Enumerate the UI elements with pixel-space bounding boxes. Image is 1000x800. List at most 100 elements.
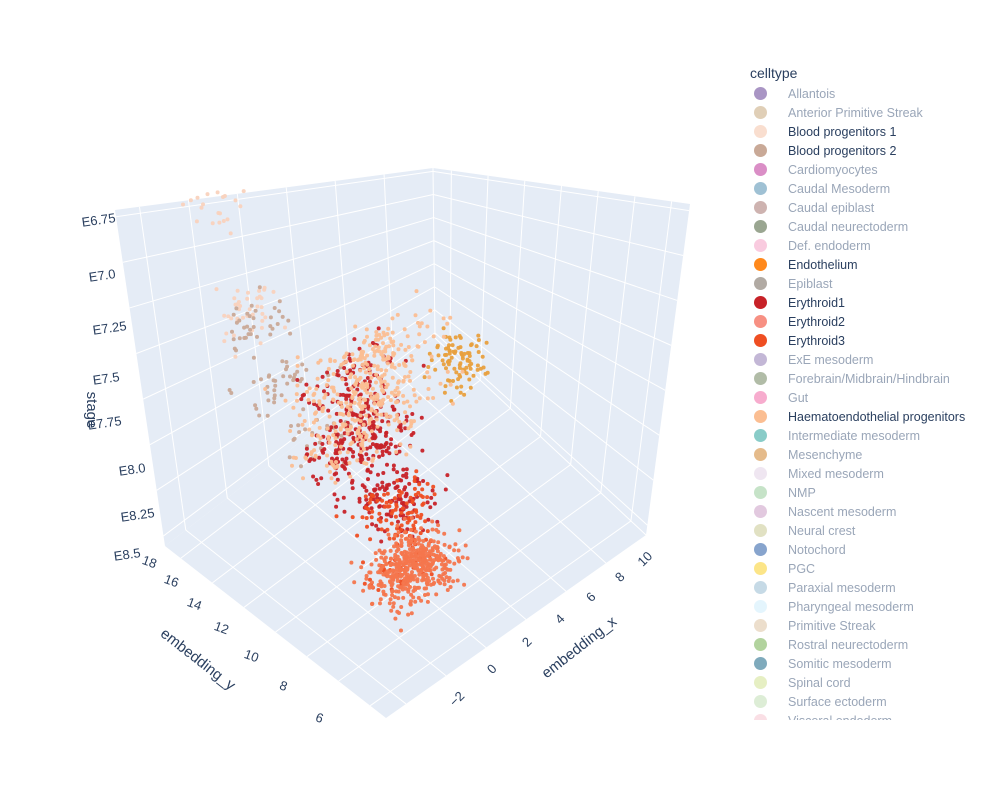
legend-item[interactable]: Anterior Primitive Streak [750,103,1000,122]
data-point [373,551,378,556]
y-tick-label: 8 [278,677,290,694]
x-grid-floor-line [212,379,481,584]
data-point [221,219,226,223]
data-point [285,381,290,386]
data-point [394,413,399,418]
data-point [396,589,401,594]
data-point [318,436,323,441]
data-point [388,500,393,505]
data-point [412,393,417,398]
data-point [379,384,384,389]
data-point [326,366,331,371]
legend-item[interactable]: Notochord [750,540,1000,559]
data-point [343,466,347,471]
data-point [411,547,416,552]
data-point [272,396,277,401]
data-point [348,402,353,407]
y-tick-label: 12 [212,618,231,637]
data-point [302,419,307,423]
legend-item[interactable]: Mesenchyme [750,445,1000,464]
data-point [341,392,346,397]
data-point [401,595,406,600]
data-point [361,447,366,451]
legend-label: Caudal epiblast [788,200,875,215]
data-point [426,387,431,391]
legend-item[interactable]: Caudal Mesoderm [750,179,1000,198]
data-point [351,450,356,454]
data-point [247,307,252,312]
data-point [285,364,290,369]
data-point [382,444,386,449]
legend-item[interactable]: Visceral endoderm [750,711,1000,720]
legend-item[interactable]: ExE mesoderm [750,350,1000,369]
legend-item[interactable]: Intermediate mesoderm [750,426,1000,445]
legend-item[interactable]: Paraxial mesoderm [750,578,1000,597]
legend-item[interactable]: Allantois [750,84,1000,103]
data-point [391,576,396,581]
data-point [430,527,435,532]
data-point [425,565,430,570]
data-point [292,372,297,377]
legend-item[interactable]: Caudal neurectoderm [750,217,1000,236]
data-point [384,500,389,505]
data-points[interactable] [181,189,490,633]
data-point [338,444,343,449]
data-point [393,533,398,538]
legend-item[interactable]: Blood progenitors 2 [750,141,1000,160]
legend-item[interactable]: Endothelium [750,255,1000,274]
legend-item[interactable]: Def. endoderm [750,236,1000,255]
legend-item[interactable]: Erythroid1 [750,293,1000,312]
data-point [369,506,374,511]
legend-item[interactable]: Neural crest [750,521,1000,540]
legend-item[interactable]: NMP [750,483,1000,502]
legend-item[interactable]: Rostral neurectoderm [750,635,1000,654]
data-point [272,388,277,393]
data-point [464,365,469,370]
legend-item[interactable]: Forebrain/Midbrain/Hindbrain [750,369,1000,388]
legend-item[interactable]: Cardiomyocytes [750,160,1000,179]
data-point [387,344,391,349]
data-point [238,204,243,209]
legend-item[interactable]: Pharyngeal mesoderm [750,597,1000,616]
data-point [241,189,246,194]
legend-item[interactable]: Mixed mesoderm [750,464,1000,483]
data-point [287,455,292,460]
data-point [357,346,362,351]
y-tick-label: 14 [185,594,204,613]
data-point [409,527,413,532]
legend-item[interactable]: Spinal cord [750,673,1000,692]
data-point [459,351,464,355]
data-point [362,356,367,361]
data-point [347,461,352,465]
data-point [316,360,321,365]
back-wall-y [115,168,435,546]
data-point [456,548,461,553]
legend-item[interactable]: Haematoendothelial progenitors [750,407,1000,426]
legend-item[interactable]: Erythroid3 [750,331,1000,350]
legend-label: Cardiomyocytes [788,162,878,177]
z-tick-label: E7.25 [92,318,128,338]
data-point [404,501,409,506]
data-point [332,465,337,470]
legend-item[interactable]: Epiblast [750,274,1000,293]
z-grid-line-x-wall [433,193,684,257]
data-point [393,388,398,393]
legend-item[interactable]: Gut [750,388,1000,407]
legend-item[interactable]: Caudal epiblast [750,198,1000,217]
legend-item[interactable]: Blood progenitors 1 [750,122,1000,141]
legend-item[interactable]: Somitic mesoderm [750,654,1000,673]
data-point [299,464,303,469]
data-point [463,543,468,548]
legend-item[interactable]: Surface ectoderm [750,692,1000,711]
legend-item[interactable]: PGC [750,559,1000,578]
legend-label: Mesenchyme [788,447,863,462]
legend-item[interactable]: Erythroid2 [750,312,1000,331]
legend-item[interactable]: Primitive Streak [750,616,1000,635]
legend-label: NMP [788,485,816,500]
data-point [388,442,393,447]
data-point [403,410,408,415]
data-point [275,322,280,326]
legend-item[interactable]: Nascent mesoderm [750,502,1000,521]
data-point [344,456,349,461]
